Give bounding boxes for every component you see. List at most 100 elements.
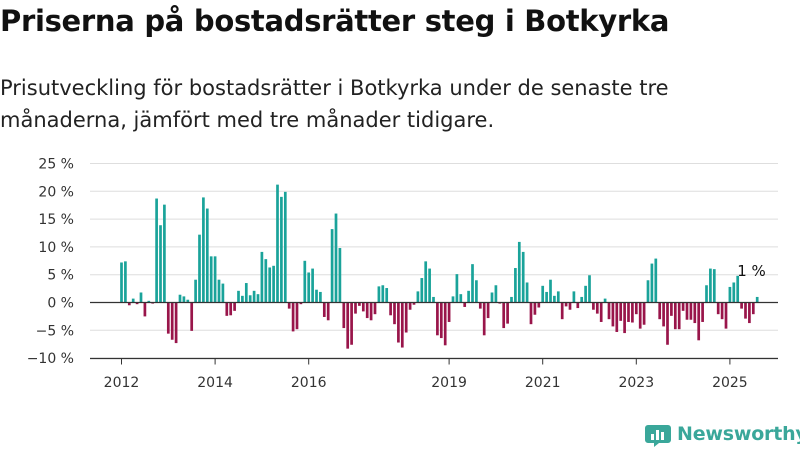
bar <box>264 259 268 303</box>
bar <box>459 294 463 303</box>
bar <box>373 302 377 315</box>
bars <box>120 184 759 349</box>
bar <box>514 268 517 303</box>
bar <box>642 302 646 325</box>
y-tick-label: 15 % <box>38 212 74 228</box>
bar <box>638 302 642 329</box>
bar <box>533 302 537 315</box>
bar <box>248 295 252 303</box>
bar <box>685 302 689 320</box>
bar <box>740 302 743 309</box>
bar <box>276 184 279 303</box>
bar <box>369 302 373 321</box>
bar <box>646 280 650 303</box>
bar <box>537 302 541 308</box>
bar <box>755 296 759 303</box>
x-tick-label: 2023 <box>618 375 654 391</box>
bar <box>525 282 529 303</box>
bar <box>166 302 170 334</box>
bar <box>588 275 591 303</box>
x-tick-label: 2021 <box>525 375 561 391</box>
bar <box>673 302 677 330</box>
bar-chart: 25 % 20 % 15 % 10 % 5 % 0 % −5 % −10 % 2012 2014 2… <box>27 157 778 392</box>
y-tick-label: −10 % <box>27 351 74 367</box>
bar <box>751 302 755 315</box>
bar <box>615 302 619 332</box>
bar <box>412 302 416 305</box>
bar <box>432 296 435 303</box>
bar <box>303 260 307 303</box>
bar <box>202 197 205 303</box>
bar <box>131 298 135 303</box>
bar <box>408 302 412 310</box>
bar <box>159 225 162 303</box>
bar <box>670 302 673 316</box>
bar <box>155 198 158 303</box>
bar <box>521 251 525 303</box>
bar <box>283 191 287 303</box>
bar <box>272 265 275 303</box>
bar <box>455 274 459 303</box>
bar <box>295 302 299 330</box>
bar <box>603 298 607 303</box>
bar <box>241 295 244 303</box>
bar <box>307 272 311 303</box>
bar <box>584 285 587 303</box>
bar <box>299 302 303 305</box>
bar <box>393 302 396 325</box>
bar <box>510 296 513 303</box>
bar <box>361 302 365 312</box>
bar <box>529 302 533 325</box>
x-tick-label: 2014 <box>197 375 233 391</box>
bar <box>319 291 322 303</box>
bar <box>619 302 623 321</box>
newsworthy-logo-icon <box>645 425 671 447</box>
bar <box>662 302 665 327</box>
bar <box>677 302 681 330</box>
bar <box>174 302 178 344</box>
bar <box>287 302 291 309</box>
bar <box>436 302 439 336</box>
chart-title: Priserna på bostadsrätter steg i Botkyrk… <box>0 4 670 38</box>
bar <box>381 285 385 303</box>
bar <box>291 302 295 332</box>
bar <box>607 302 611 320</box>
bar <box>541 285 545 303</box>
bar <box>346 302 350 349</box>
bar <box>748 302 751 324</box>
bar <box>693 302 697 324</box>
bar <box>205 208 209 303</box>
labels: 25 % 20 % 15 % 10 % 5 % 0 % −5 % −10 % 2012 2014 2… <box>27 157 766 392</box>
bar <box>728 286 732 303</box>
bar <box>217 279 221 303</box>
bar <box>237 290 240 303</box>
y-tick-label: 10 % <box>38 240 74 256</box>
bar <box>447 302 451 322</box>
bar <box>595 302 599 314</box>
x-tick-label: 2016 <box>291 375 327 391</box>
bar <box>252 290 256 303</box>
bar <box>326 302 330 321</box>
bar <box>147 300 151 303</box>
bar <box>338 248 342 303</box>
y-tick-label: 20 % <box>38 184 74 200</box>
bar <box>712 269 716 303</box>
bar <box>545 291 548 303</box>
bar <box>564 302 568 307</box>
bar <box>389 302 392 316</box>
logo-text: Newsworthy <box>677 423 800 445</box>
bar <box>634 302 638 315</box>
axes <box>90 301 778 365</box>
bar <box>475 280 478 303</box>
bar <box>268 267 272 303</box>
bar <box>404 302 408 333</box>
bar <box>428 268 431 303</box>
bar <box>478 302 482 309</box>
bar <box>358 302 361 306</box>
bar <box>342 302 346 329</box>
x-tick-label: 2019 <box>431 375 467 391</box>
bar <box>463 302 467 307</box>
bar <box>420 278 424 303</box>
bar <box>178 294 182 303</box>
bar <box>689 302 693 320</box>
